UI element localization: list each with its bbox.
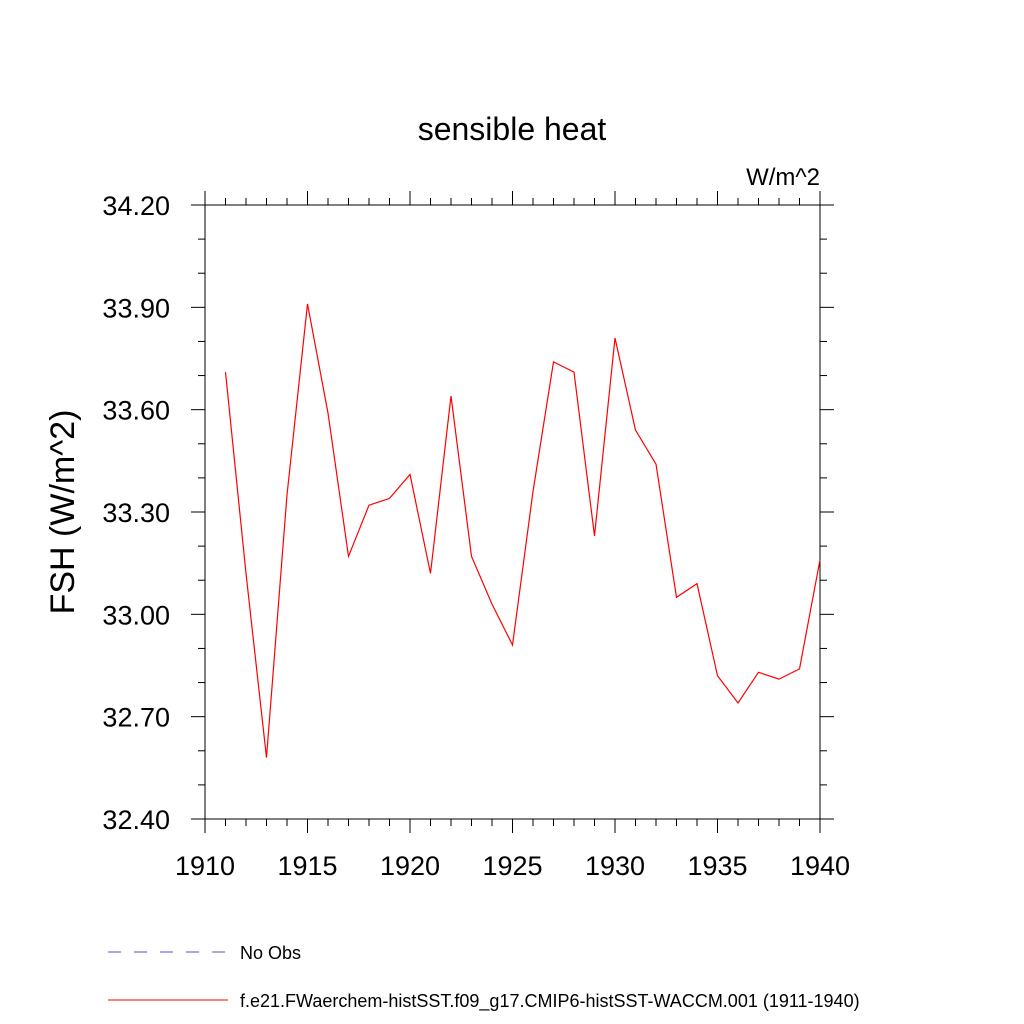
data-point bbox=[429, 572, 432, 575]
series-line bbox=[224, 303, 821, 758]
y-axis-label: FSH (W/m^2) bbox=[44, 410, 82, 615]
y-tick-label: 33.60 bbox=[102, 396, 170, 426]
data-point bbox=[368, 504, 371, 507]
data-point bbox=[470, 555, 473, 558]
x-tick-label: 1925 bbox=[482, 851, 542, 881]
data-point bbox=[757, 671, 760, 674]
axes: 1910 1915 1920 1925 1930 1935 1940 32.40 32.70 33… bbox=[102, 191, 850, 881]
legend: No Obs f.e21.FWaerchem-histSST.f09_g17.CM… bbox=[108, 943, 860, 1012]
chart-title: sensible heat bbox=[418, 111, 607, 147]
data-point bbox=[409, 473, 412, 476]
plot-frame bbox=[204, 204, 821, 820]
data-point bbox=[634, 429, 637, 432]
data-point bbox=[450, 395, 453, 398]
y-tick-label: 32.70 bbox=[102, 703, 170, 733]
data-point bbox=[593, 534, 596, 537]
data-point bbox=[716, 674, 719, 677]
data-point bbox=[306, 302, 309, 305]
data-point bbox=[737, 702, 740, 705]
legend-label: No Obs bbox=[240, 943, 301, 963]
data-point bbox=[347, 555, 350, 558]
y-tick-label: 33.30 bbox=[102, 498, 170, 528]
y-tick-label: 33.00 bbox=[102, 600, 170, 630]
data-point bbox=[511, 644, 514, 647]
data-point bbox=[614, 337, 617, 340]
data-point bbox=[532, 490, 535, 493]
data-point bbox=[327, 412, 330, 415]
y-tick-label: 33.90 bbox=[102, 293, 170, 323]
series-layer bbox=[224, 302, 822, 759]
data-point bbox=[265, 756, 268, 759]
x-tick-label: 1915 bbox=[277, 851, 337, 881]
units-label: W/m^2 bbox=[746, 164, 820, 191]
data-point bbox=[388, 497, 391, 500]
data-point bbox=[552, 360, 555, 363]
data-point bbox=[675, 596, 678, 599]
data-point bbox=[491, 603, 494, 606]
legend-label: f.e21.FWaerchem-histSST.f09_g17.CMIP6-hi… bbox=[240, 991, 860, 1012]
x-tick-label: 1940 bbox=[790, 851, 850, 881]
data-point bbox=[286, 493, 289, 496]
data-point bbox=[819, 558, 822, 561]
x-tick-label: 1935 bbox=[687, 851, 747, 881]
data-point bbox=[778, 678, 781, 681]
x-tick-label: 1910 bbox=[175, 851, 235, 881]
x-tick-label: 1920 bbox=[380, 851, 440, 881]
data-point bbox=[696, 582, 699, 585]
y-tick-label: 32.40 bbox=[102, 805, 170, 835]
data-point bbox=[573, 371, 576, 374]
y-tick-label: 34.20 bbox=[102, 191, 170, 221]
data-point bbox=[798, 667, 801, 670]
x-tick-label: 1930 bbox=[585, 851, 645, 881]
data-point bbox=[245, 572, 248, 575]
data-point bbox=[655, 463, 658, 466]
data-point bbox=[224, 371, 227, 374]
